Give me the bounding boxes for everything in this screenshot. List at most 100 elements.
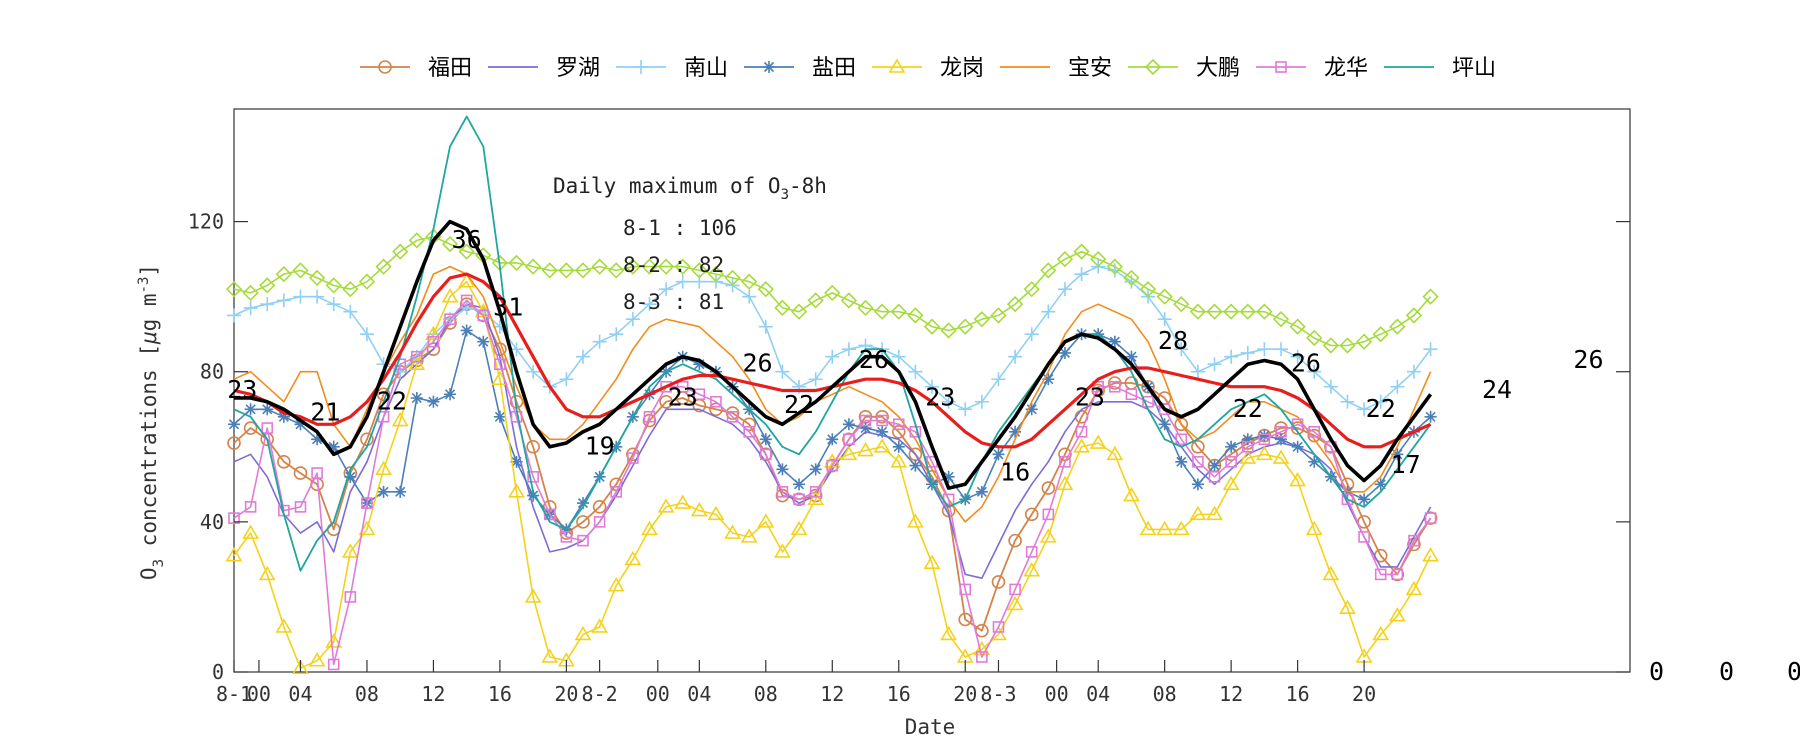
- triangle-marker: [524, 588, 542, 603]
- peak-hour-label: 23: [925, 383, 955, 412]
- circle-marker: [842, 432, 856, 447]
- circle-marker: [426, 342, 441, 357]
- plus-marker: [609, 327, 624, 342]
- square-marker: [1075, 425, 1088, 438]
- plus-marker: [974, 394, 989, 409]
- star-marker: [876, 425, 889, 438]
- triangle-marker: [888, 58, 906, 73]
- x-axis-title: Date: [905, 715, 956, 739]
- star-marker: [1125, 350, 1138, 363]
- square-marker: [444, 313, 456, 325]
- plus-marker: [559, 372, 574, 387]
- plus-marker: [808, 372, 823, 387]
- plus-marker: [925, 379, 939, 394]
- square-marker: [244, 501, 257, 513]
- star-marker: [394, 485, 407, 498]
- plus-marker: [1190, 364, 1205, 379]
- x-tick-label: 16: [488, 682, 512, 706]
- plus-marker: [359, 327, 374, 342]
- square-marker: [1241, 440, 1254, 453]
- diamond-marker: [724, 269, 741, 287]
- triangle-marker: [408, 355, 426, 371]
- diamond-marker: [1422, 288, 1439, 305]
- circle-marker: [991, 575, 1006, 589]
- square-marker: [627, 452, 639, 464]
- diamond-marker: [242, 284, 259, 302]
- square-marker: [710, 395, 722, 408]
- legend-item: 龙岗: [872, 56, 984, 81]
- star-marker: [410, 392, 423, 405]
- plus-marker: [758, 319, 773, 334]
- peak-hour-label: 22: [1366, 394, 1396, 423]
- triangle-marker: [1222, 475, 1240, 491]
- x-tick-label: 04: [1086, 682, 1110, 706]
- circle-marker: [526, 439, 540, 454]
- circle-marker: [742, 417, 756, 432]
- star-marker: [1208, 459, 1221, 472]
- triangle-marker: [1289, 471, 1307, 487]
- plus-marker: [1074, 267, 1089, 282]
- square-marker: [411, 350, 423, 363]
- circle-marker: [1307, 428, 1322, 443]
- x-tick-label: 08: [1153, 682, 1177, 706]
- square-marker: [693, 388, 706, 401]
- peak-hour-label: 26: [859, 345, 889, 374]
- star-marker: [294, 418, 307, 431]
- star-marker: [1009, 425, 1022, 438]
- x-tick-label: 04: [288, 682, 312, 706]
- star-marker: [244, 403, 257, 416]
- peak-hour-label: 22: [1233, 394, 1263, 423]
- series-layer: [225, 115, 1439, 675]
- series-line: [234, 219, 1433, 490]
- square-marker: [1009, 583, 1021, 596]
- star-marker: [759, 433, 772, 446]
- triangle-marker: [923, 554, 941, 569]
- plus-marker: [659, 282, 674, 297]
- triangle-marker: [1189, 505, 1207, 521]
- plus-marker: [1024, 327, 1039, 342]
- plus-marker: [260, 297, 275, 312]
- triangle-marker: [1388, 607, 1406, 622]
- diamond-marker: [741, 273, 758, 290]
- diamond-marker: [608, 262, 625, 279]
- diamond-marker: [1023, 281, 1040, 298]
- triangle-marker: [1172, 520, 1190, 536]
- triangle-marker: [674, 494, 692, 509]
- triangle-marker: [1372, 625, 1390, 641]
- star-marker: [1241, 433, 1254, 446]
- star-marker: [892, 440, 905, 453]
- triangle-marker: [1056, 475, 1074, 491]
- y-tick-label: 80: [200, 360, 224, 384]
- diamond-marker: [707, 266, 725, 283]
- triangle-marker: [1422, 547, 1439, 562]
- legend-label: 坪山: [1452, 56, 1496, 81]
- plus-marker: [310, 289, 325, 304]
- plus-marker: [1274, 342, 1288, 357]
- diamond-marker: [408, 232, 425, 249]
- square-marker: [1424, 512, 1437, 524]
- diamond-marker: [674, 258, 691, 275]
- triangle-marker: [607, 577, 625, 592]
- series-line: [233, 235, 1432, 347]
- diamond-marker: [840, 292, 858, 309]
- legend-label: 龙华: [1324, 56, 1368, 81]
- square-marker: [793, 493, 805, 506]
- square-marker: [1208, 471, 1221, 483]
- plus-marker: [625, 312, 640, 327]
- circle-marker: [875, 409, 889, 424]
- square-marker: [477, 309, 490, 322]
- square-marker: [1092, 380, 1104, 393]
- triangle-marker: [358, 520, 376, 536]
- square-marker: [361, 497, 373, 509]
- edge-label: 0: [1787, 657, 1800, 686]
- legend-label: 龙岗: [940, 56, 984, 81]
- triangle-marker: [724, 524, 741, 539]
- star-marker: [992, 448, 1005, 461]
- circle-marker: [808, 488, 823, 503]
- x-tick-label: 08: [355, 682, 379, 706]
- triangle-marker: [840, 445, 858, 461]
- diamond-marker: [342, 281, 359, 298]
- square-marker: [843, 433, 855, 446]
- triangle-marker: [1139, 520, 1157, 536]
- peak-hour-label: 36: [452, 225, 482, 254]
